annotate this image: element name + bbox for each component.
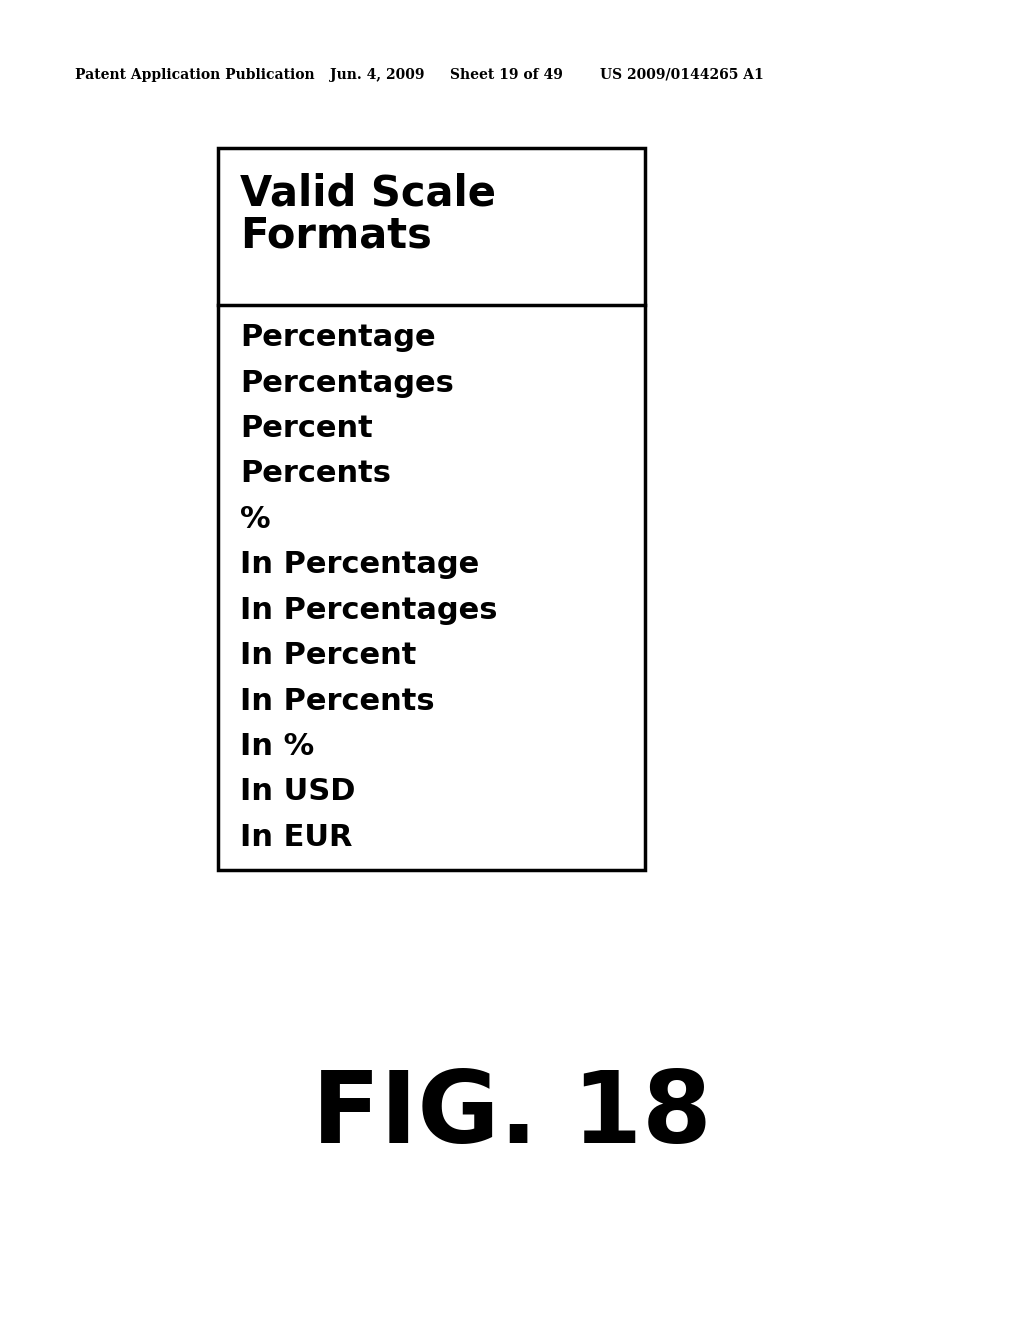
Text: In %: In % bbox=[240, 733, 314, 760]
Text: In USD: In USD bbox=[240, 777, 355, 807]
Text: In Percentages: In Percentages bbox=[240, 595, 498, 624]
Text: Percents: Percents bbox=[240, 459, 391, 488]
Text: Patent Application Publication: Patent Application Publication bbox=[75, 69, 314, 82]
Text: In Percent: In Percent bbox=[240, 642, 417, 671]
Bar bbox=[218, 148, 645, 870]
Text: Sheet 19 of 49: Sheet 19 of 49 bbox=[450, 69, 563, 82]
Text: Formats: Formats bbox=[240, 215, 432, 257]
Text: US 2009/0144265 A1: US 2009/0144265 A1 bbox=[600, 69, 764, 82]
Text: In Percentage: In Percentage bbox=[240, 550, 479, 579]
Text: Percentages: Percentages bbox=[240, 368, 454, 397]
Text: In Percents: In Percents bbox=[240, 686, 434, 715]
Text: Jun. 4, 2009: Jun. 4, 2009 bbox=[330, 69, 425, 82]
Text: %: % bbox=[240, 504, 270, 533]
Text: Percent: Percent bbox=[240, 414, 373, 444]
Text: Percentage: Percentage bbox=[240, 323, 435, 352]
Text: Valid Scale: Valid Scale bbox=[240, 173, 496, 215]
Text: FIG. 18: FIG. 18 bbox=[312, 1067, 712, 1163]
Text: In EUR: In EUR bbox=[240, 822, 352, 851]
